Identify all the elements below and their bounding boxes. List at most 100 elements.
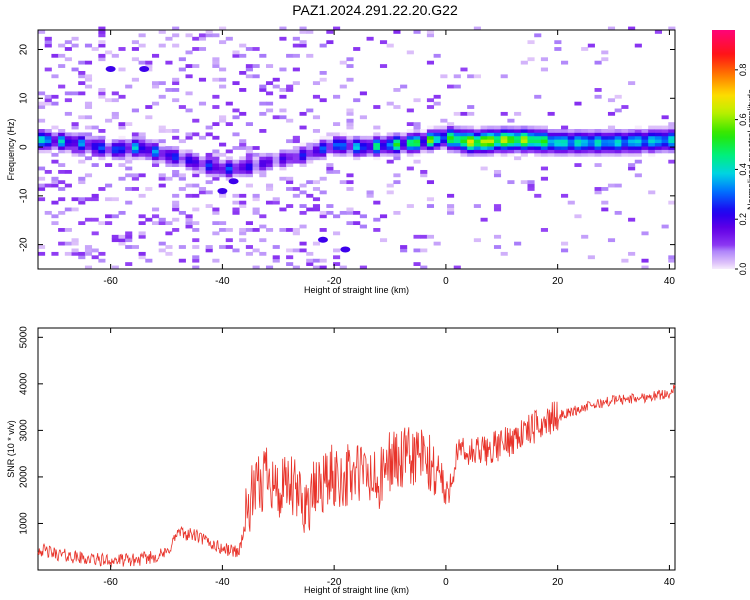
heatmap-cell: [527, 125, 535, 130]
heatmap-cell: [607, 183, 616, 188]
heatmap-cell: [614, 108, 622, 113]
heatmap-cell: [467, 146, 475, 150]
heatmap-cell: [373, 149, 381, 154]
heatmap-cell: [172, 98, 180, 103]
heatmap-cell: [487, 146, 495, 150]
heatmap-cell: [534, 146, 542, 150]
heatmap-cell: [84, 156, 93, 161]
heatmap-cell: [493, 169, 502, 174]
heatmap-cell: [567, 135, 575, 140]
heatmap-cell: [540, 152, 548, 157]
heatmap-cell: [621, 105, 629, 109]
heatmap-cell: [219, 118, 227, 123]
heatmap-cell: [312, 139, 321, 144]
heatmap-cell: [212, 60, 220, 65]
heatmap-cell: [272, 159, 280, 164]
heatmap-cell: [453, 142, 461, 147]
heatmap-cell: [473, 132, 481, 137]
heatmap-cell: [118, 234, 126, 239]
heatmap-cell: [614, 94, 622, 99]
spectrogram-cells: [38, 26, 676, 270]
heatmap-cell: [480, 149, 488, 154]
heatmap-cell: [500, 139, 508, 144]
heatmap-cell: [158, 217, 166, 222]
heatmap-cell: [379, 40, 388, 45]
heatmap-cell: [219, 84, 227, 89]
heatmap-cell: [467, 74, 475, 79]
heatmap-cell: [447, 125, 455, 130]
heatmap-cell: [111, 152, 119, 157]
heatmap-cell: [520, 60, 528, 65]
heatmap-cell: [44, 139, 52, 144]
heatmap-cell: [480, 217, 488, 222]
heatmap-cell: [668, 129, 676, 133]
heatmap-cell: [634, 159, 642, 164]
heatmap-cell: [601, 57, 609, 62]
heatmap-cell: [232, 200, 240, 205]
heatmap-cell: [98, 221, 106, 226]
heatmap-cell: [467, 105, 475, 109]
heatmap-cell: [493, 204, 502, 208]
heatmap-cell: [71, 149, 79, 154]
heatmap-cell: [71, 125, 79, 130]
heatmap-cell: [245, 173, 253, 178]
heatmap-cell: [467, 149, 475, 154]
heatmap-cell: [64, 183, 72, 188]
heatmap-cell: [346, 125, 354, 130]
heatmap-speck: [228, 178, 239, 185]
heatmap-cell: [628, 81, 636, 86]
heatmap-cell: [84, 248, 93, 253]
heatmap-cell: [440, 139, 448, 144]
heatmap-cell: [587, 255, 595, 260]
heatmap-cell: [561, 60, 569, 65]
heatmap-cell: [299, 190, 307, 195]
heatmap-cell: [406, 129, 414, 133]
heatmap-cell: [312, 207, 321, 212]
heatmap-cell: [514, 129, 522, 133]
heatmap-cell: [279, 88, 287, 92]
heatmap-cell: [131, 152, 139, 157]
x-tick-label: 0: [443, 276, 449, 287]
heatmap-cell: [192, 47, 200, 51]
heatmap-cell: [172, 173, 180, 178]
heatmap-cell: [561, 149, 569, 154]
heatmap-cell: [205, 248, 213, 253]
y-axis-label: Frequency (Hz): [6, 118, 16, 180]
x-tick-label: 20: [552, 276, 564, 287]
heatmap-cell: [500, 132, 508, 137]
heatmap-cell: [614, 210, 622, 215]
heatmap-cell: [105, 214, 113, 219]
heatmap-cell: [158, 81, 166, 86]
heatmap-cell: [339, 135, 347, 140]
heatmap-cell: [105, 183, 113, 188]
heatmap-cell: [172, 200, 180, 205]
heatmap-cell: [520, 152, 528, 157]
heatmap-cell: [634, 132, 642, 137]
heatmap-cell: [628, 129, 636, 133]
heatmap-cell: [386, 190, 394, 195]
heatmap-cell: [594, 142, 602, 147]
heatmap-cell: [58, 210, 66, 215]
heatmap-cell: [259, 166, 267, 171]
heatmap-cell: [98, 187, 106, 191]
heatmap-cell: [91, 135, 99, 140]
heatmap-cell: [272, 245, 280, 249]
heatmap-cell: [353, 47, 361, 51]
heatmap-cell: [473, 129, 481, 133]
heatmap-cell: [607, 111, 616, 116]
heatmap-cell: [272, 163, 280, 167]
x-tick-label: -60: [103, 276, 118, 287]
heatmap-cell: [306, 262, 314, 266]
heatmap-cell: [265, 187, 274, 191]
heatmap-cell: [38, 101, 46, 106]
heatmap-cell: [125, 146, 133, 150]
heatmap-cell: [205, 190, 213, 195]
heatmap-cell: [668, 122, 676, 126]
heatmap-cell: [286, 176, 294, 181]
heatmap-cell: [561, 135, 569, 140]
heatmap-cell: [393, 142, 401, 147]
heatmap-cell: [386, 43, 394, 48]
heatmap-cell: [292, 149, 300, 154]
heatmap-cell: [614, 139, 622, 144]
heatmap-cell: [185, 183, 193, 188]
